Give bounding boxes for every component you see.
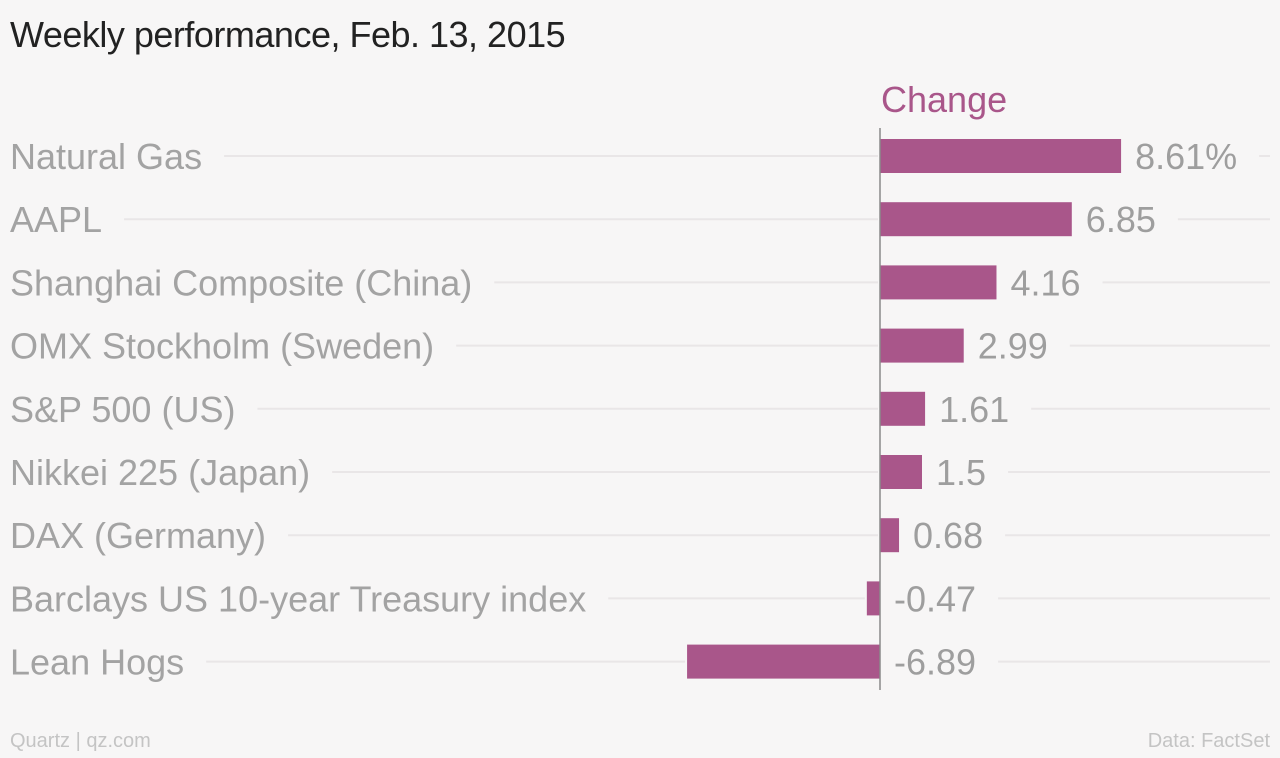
category-label: S&P 500 (US) [10,389,235,430]
category-label: Barclays US 10-year Treasury index [10,578,586,619]
bar [880,328,964,363]
bar [880,265,997,300]
category-label: AAPL [10,199,102,240]
labels: Natural Gas 8.61% AAPL 6.85 Shanghai Composi… [10,136,1237,683]
value-label: 6.85 [1086,199,1156,240]
category-label: Lean Hogs [10,642,184,683]
category-label: Shanghai Composite (China) [10,262,472,303]
bar [880,139,1122,173]
bar [866,581,880,616]
value-label: 1.5 [936,452,986,493]
value-label: 0.68 [913,515,983,556]
bar [880,391,926,426]
value-label: 2.99 [978,326,1048,367]
bars [687,139,1122,679]
value-label: 8.61% [1135,136,1237,177]
category-label: DAX (Germany) [10,515,266,556]
bar [880,455,922,489]
chart-title: Weekly performance, Feb. 13, 2015 [10,14,566,55]
bar [880,518,900,553]
category-label: Natural Gas [10,136,202,177]
data-source: Data: FactSet [1147,730,1270,752]
value-label: -6.89 [894,642,976,683]
category-label: Nikkei 225 (Japan) [10,452,310,493]
column-header: Change [881,79,1007,120]
value-label: -0.47 [894,578,976,619]
bar [880,202,1072,237]
value-label: 1.61 [939,389,1009,430]
category-label: OMX Stockholm (Sweden) [10,326,434,367]
source-credit: Quartz | qz.com [10,730,151,752]
gridlines [124,155,1270,663]
value-label: 4.16 [1010,262,1080,303]
bar [687,644,880,679]
